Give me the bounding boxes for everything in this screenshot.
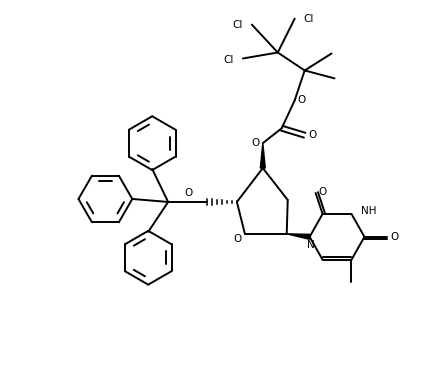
Text: O: O <box>184 188 192 198</box>
Text: Cl: Cl <box>304 14 314 23</box>
Text: Cl: Cl <box>224 55 234 66</box>
Polygon shape <box>260 143 265 168</box>
Text: O: O <box>298 96 306 105</box>
Text: N: N <box>307 240 314 250</box>
Text: O: O <box>252 138 260 148</box>
Text: O: O <box>390 232 398 242</box>
Text: O: O <box>234 234 242 244</box>
Text: O: O <box>308 130 317 140</box>
Text: NH: NH <box>362 206 377 216</box>
Polygon shape <box>287 234 310 239</box>
Text: O: O <box>319 187 327 197</box>
Text: Cl: Cl <box>233 20 243 30</box>
